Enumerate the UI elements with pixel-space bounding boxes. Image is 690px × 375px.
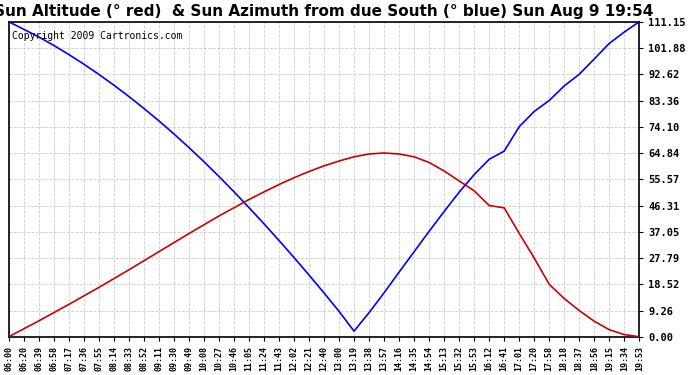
Title: Sun Altitude (° red)  & Sun Azimuth from due South (° blue) Sun Aug 9 19:54: Sun Altitude (° red) & Sun Azimuth from … — [0, 4, 653, 19]
Text: Copyright 2009 Cartronics.com: Copyright 2009 Cartronics.com — [12, 31, 182, 41]
